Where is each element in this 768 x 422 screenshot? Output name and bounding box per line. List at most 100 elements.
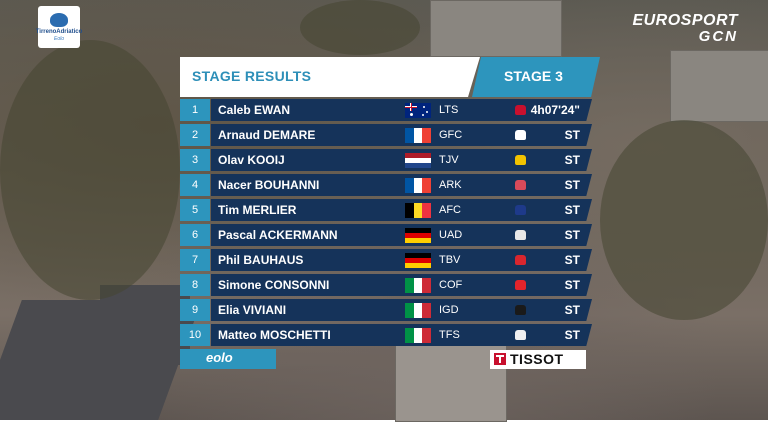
sponsor-eolo: eolo [180,349,276,369]
team-code: ARK [439,179,462,191]
result-bar: Tim MERLIER AFC ST [211,199,592,221]
sponsor-tissot: TISSOT [490,350,586,369]
rider-last-name: MOSCHETTI [260,328,331,342]
rider-last-name: ACKERMANN [258,228,338,242]
result-bar: Elia VIVIANI IGD ST [211,299,592,321]
result-row: 10 Matteo MOSCHETTI TFS ST [180,324,592,346]
team-jersey-icon [515,280,526,290]
result-time: ST [564,128,580,142]
building [670,50,768,122]
result-row: 1 Caleb EWAN LTS 4h07'24" [180,99,592,121]
rider-name: Olav KOOIJ [218,149,285,171]
header-title: STAGE RESULTS [192,68,312,84]
result-position: 8 [180,274,210,296]
team-jersey-icon [515,255,526,265]
team-jersey-icon [515,105,526,115]
rooftop [100,285,190,365]
result-position: 4 [180,174,210,196]
result-position: 2 [180,124,210,146]
result-position: 7 [180,249,210,271]
result-time: ST [564,278,580,292]
result-bar: Arnaud DEMARE GFC ST [211,124,592,146]
result-time: ST [564,228,580,242]
result-row: 8 Simone CONSONNI COF ST [180,274,592,296]
team-code: COF [439,279,463,291]
header-stage: STAGE 3 [504,68,563,84]
result-bar: Pascal ACKERMANN UAD ST [211,224,592,246]
result-position: 6 [180,224,210,246]
result-row: 2 Arnaud DEMARE GFC ST [180,124,592,146]
result-row: 6 Pascal ACKERMANN UAD ST [180,224,592,246]
result-bar: Phil BAUHAUS TBV ST [211,249,592,271]
france-flag [405,128,431,143]
rider-last-name: VIVIANI [242,303,287,317]
australia-flag [405,103,431,118]
race-logo: TirrenoAdriatico Eolo [36,6,82,48]
result-time: ST [564,203,580,217]
result-position: 9 [180,299,210,321]
result-row: 4 Nacer BOUHANNI ARK ST [180,174,592,196]
rider-last-name: MERLIER [242,203,297,217]
tree [600,120,768,320]
result-time: ST [564,253,580,267]
team-code: TBV [439,254,461,266]
results-header: STAGE RESULTS STAGE 3 [180,57,600,97]
result-row: 5 Tim MERLIER AFC ST [180,199,592,221]
team-jersey-icon [515,305,526,315]
result-position: 1 [180,99,210,121]
stage-results-panel: STAGE RESULTS STAGE 3 1 Caleb EWAN LTS 4h07… [180,57,600,346]
result-time: ST [564,178,580,192]
rider-first-name: Caleb [218,103,251,117]
result-position: 3 [180,149,210,171]
rider-name: Pascal ACKERMANN [218,224,338,246]
rider-last-name: BAUHAUS [243,253,304,267]
result-position: 5 [180,199,210,221]
result-bar: Simone CONSONNI COF ST [211,274,592,296]
sponsor-eolo-label: eolo [206,350,233,365]
rider-last-name: KOOIJ [247,153,285,167]
rider-first-name: Elia [218,303,240,317]
rider-name: Nacer BOUHANNI [218,174,319,196]
team-jersey-icon [515,205,526,215]
result-bar: Olav KOOIJ TJV ST [211,149,592,171]
rider-first-name: Tim [218,203,240,217]
rider-name: Caleb EWAN [218,99,290,121]
tree [0,40,180,300]
result-row: 9 Elia VIVIANI IGD ST [180,299,592,321]
team-jersey-icon [515,330,526,340]
team-code: TFS [439,329,460,341]
result-time: ST [564,303,580,317]
team-code: GFC [439,129,463,141]
building [430,0,562,57]
result-time: ST [564,328,580,342]
rider-first-name: Phil [218,253,241,267]
team-jersey-icon [515,230,526,240]
team-jersey-icon [515,130,526,140]
broadcaster-logo: EUROSPORT GCN [628,12,738,45]
rider-name: Matteo MOSCHETTI [218,324,331,346]
result-time: 4h07'24" [530,103,580,117]
netherlands-flag [405,153,431,168]
team-code: TJV [439,154,459,166]
result-row: 7 Phil BAUHAUS TBV ST [180,249,592,271]
rider-last-name: CONSONNI [264,278,330,292]
rider-first-name: Olav [218,153,245,167]
rider-first-name: Arnaud [218,128,260,142]
sponsor-tissot-label: TISSOT [510,351,564,367]
rider-last-name: BOUHANNI [254,178,320,192]
result-position: 10 [180,324,210,346]
italy-flag [405,303,431,318]
italy-flag [405,278,431,293]
rider-last-name: DEMARE [263,128,316,142]
rider-name: Simone CONSONNI [218,274,329,296]
result-bar: Matteo MOSCHETTI TFS ST [211,324,592,346]
header-title-box: STAGE RESULTS [180,57,480,97]
rider-name: Arnaud DEMARE [218,124,315,146]
team-jersey-icon [515,180,526,190]
team-jersey-icon [515,155,526,165]
header-stage-box: STAGE 3 [472,57,600,97]
italy-flag [405,328,431,343]
france-flag [405,178,431,193]
rider-first-name: Pascal [218,228,257,242]
result-time: ST [564,153,580,167]
